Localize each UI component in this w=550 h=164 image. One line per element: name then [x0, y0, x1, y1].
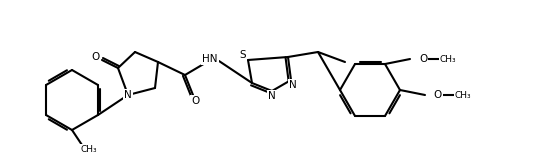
Text: N: N: [124, 90, 132, 100]
Text: CH₃: CH₃: [455, 91, 471, 100]
Text: O: O: [92, 52, 100, 62]
Text: N: N: [289, 80, 297, 90]
Text: O: O: [191, 96, 199, 106]
Text: O: O: [419, 54, 427, 64]
Text: HN: HN: [202, 54, 218, 64]
Text: CH₃: CH₃: [439, 54, 456, 63]
Text: N: N: [268, 91, 276, 101]
Text: CH₃: CH₃: [81, 144, 97, 154]
Text: S: S: [240, 50, 246, 60]
Text: O: O: [434, 90, 442, 100]
